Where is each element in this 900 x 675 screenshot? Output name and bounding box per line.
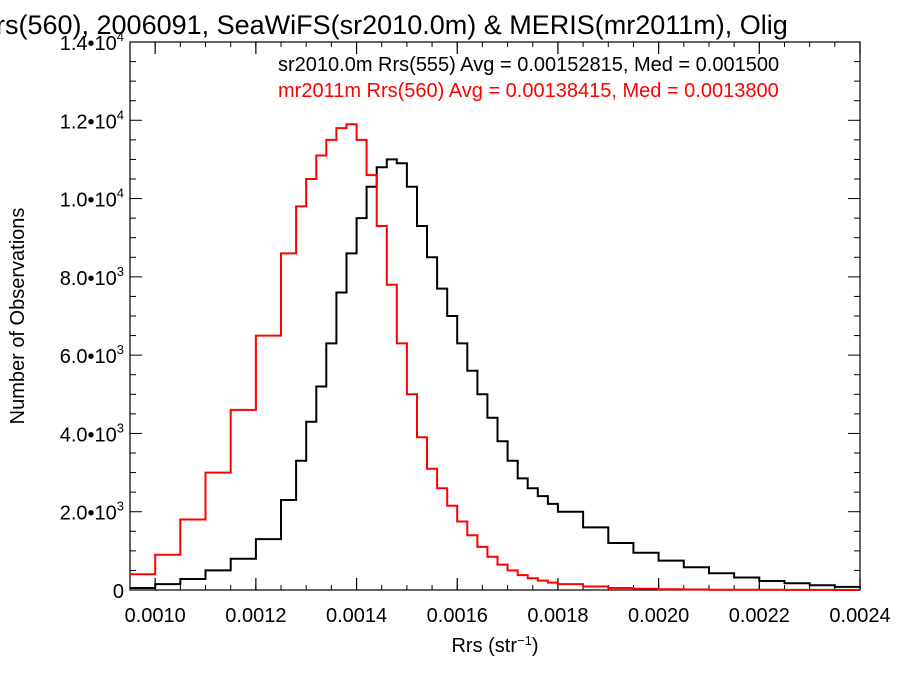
y-axis-label: Number of Observations — [7, 208, 29, 425]
y-tick-label: 2.0•103 — [60, 499, 124, 525]
legend-entry-1: sr2010.0m Rrs(555) Avg = 0.00152815, Med… — [278, 54, 779, 76]
x-axis: 0.0010 0.0012 0.0014 0.0016 0.0018 0.0020 0.00… — [125, 42, 891, 627]
x-tick-label: 0.0014 — [326, 605, 387, 627]
plot-area: 0.0010 0.0012 0.0014 0.0016 0.0018 0.0020 0.00… — [60, 29, 891, 627]
y-axis: 0 2.0•103 4.0•103 6.0•103 8.0•103 1.0•104 1.2•… — [60, 29, 860, 603]
x-axis-label: Rrs (str−1) — [451, 633, 538, 657]
x-tick-label: 0.0016 — [427, 605, 488, 627]
series-line-2 — [130, 123, 860, 591]
y-tick-label: 6.0•103 — [60, 342, 124, 368]
x-tick-label: 0.0024 — [829, 605, 890, 627]
y-tick-label: 1.4•104 — [60, 29, 124, 55]
y-tick-label: 1.2•104 — [60, 107, 124, 133]
legend: sr2010.0m Rrs(555) Avg = 0.00152815, Med… — [278, 54, 779, 102]
y-tick-label: 1.0•104 — [60, 186, 124, 212]
series-line-1 — [130, 158, 861, 589]
series-layer — [130, 123, 861, 591]
x-tick-label: 0.0018 — [527, 605, 588, 627]
x-tick-label: 0.0012 — [225, 605, 286, 627]
chart-title: rs(560), 2006091, SeaWiFS(sr2010.0m) & M… — [0, 10, 788, 40]
x-tick-label: 0.0022 — [729, 605, 790, 627]
x-tick-label: 0.0020 — [628, 605, 689, 627]
y-tick-label: 4.0•103 — [60, 420, 124, 446]
y-tick-label: 8.0•103 — [60, 264, 124, 290]
x-tick-label: 0.0010 — [125, 605, 186, 627]
y-tick-label: 0 — [113, 581, 124, 603]
legend-entry-2: mr2011m Rrs(560) Avg = 0.00138415, Med =… — [278, 80, 779, 102]
